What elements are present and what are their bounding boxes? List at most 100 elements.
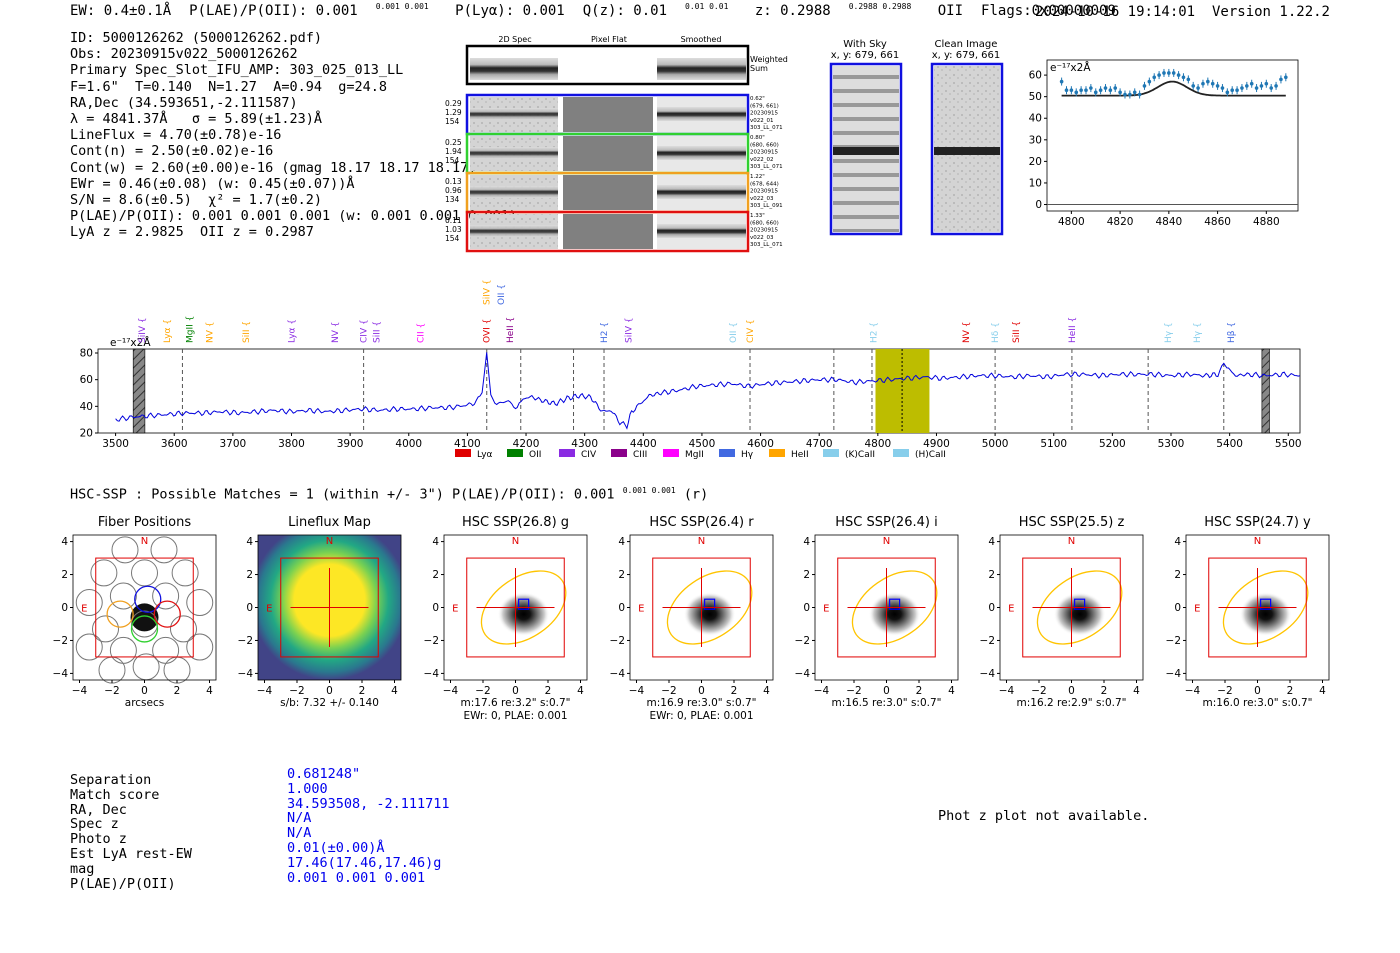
row-left-stat: 0.13 bbox=[445, 177, 462, 186]
match-label: RA, Dec bbox=[70, 801, 127, 818]
zoom-point bbox=[1269, 86, 1273, 90]
row-left-stat: 0.29 bbox=[445, 99, 462, 108]
panel-ytick-label: 2 bbox=[1174, 569, 1181, 581]
zoom-point bbox=[1089, 86, 1093, 90]
row-right-meta: 1.22" bbox=[750, 174, 765, 180]
line-label: MgII { bbox=[185, 316, 195, 343]
zoom-point bbox=[1167, 71, 1171, 75]
zoom-point bbox=[1132, 90, 1137, 95]
zoom-point bbox=[1259, 84, 1264, 88]
info-line: Cont(w) = 2.60(±0.00)e-16 (gmag 18.17 18… bbox=[70, 159, 477, 176]
fiber-highlight bbox=[153, 600, 181, 628]
match-label: mag bbox=[70, 860, 95, 877]
fiber-circle bbox=[75, 633, 103, 661]
z-value: z: 0.2988 bbox=[754, 2, 831, 19]
with-sky-line bbox=[833, 147, 899, 155]
line-label: NV { bbox=[331, 322, 341, 343]
info-line: F=1.6" T=0.140 N=1.27 A=0.94 g=24.8 bbox=[70, 78, 387, 95]
panel-xtick-label: −2 bbox=[1031, 685, 1046, 697]
legend-swatch bbox=[559, 449, 575, 457]
detection-box bbox=[704, 598, 716, 610]
match-value: 17.46(17.46,17.46)g bbox=[287, 854, 442, 871]
row-left-stat: 154 bbox=[445, 117, 460, 126]
north-label: N bbox=[1254, 536, 1261, 547]
zoom-point bbox=[1152, 75, 1157, 80]
row-smoothed-line bbox=[657, 146, 746, 160]
legend-label: MgII bbox=[685, 450, 704, 460]
match-value: N/A bbox=[287, 825, 312, 842]
row-smoothed-line bbox=[657, 107, 746, 121]
zoom-axes bbox=[1046, 59, 1299, 212]
aperture-ellipse bbox=[851, 570, 938, 645]
spectrum-xtick-label: 5400 bbox=[1216, 438, 1243, 450]
qz-errors: 0.01 0.01 bbox=[685, 2, 729, 11]
version: Version 1.22.2 bbox=[1211, 4, 1330, 20]
zoom-ytick-label: 0 bbox=[1035, 199, 1042, 211]
zoom-ytick-label: 40 bbox=[1029, 113, 1042, 125]
panel-ytick-label: 0 bbox=[432, 602, 439, 614]
spectrum-xtick-label: 4200 bbox=[513, 438, 540, 450]
fiber-circle bbox=[131, 559, 158, 587]
spectrum-ytick-label: 80 bbox=[80, 348, 93, 360]
cutout-col-title: Pixel Flat bbox=[591, 35, 627, 44]
search-box bbox=[1208, 557, 1307, 658]
image-panels: Fiber PositionsNE−4−4−2−2002244arcsecsLi… bbox=[53, 515, 1330, 722]
zoom-point bbox=[1103, 86, 1108, 90]
with-sky-frame bbox=[829, 62, 903, 236]
legend-label: Lyα bbox=[477, 450, 493, 460]
line-label: Lyα { bbox=[163, 319, 173, 343]
line-label: Hδ { bbox=[991, 322, 1001, 343]
info-line: Obs: 20230915v022_5000126262 bbox=[70, 46, 298, 63]
panel-title: Lineflux Map bbox=[288, 515, 371, 530]
zoom-point bbox=[1098, 88, 1103, 92]
row-left-stat: 154 bbox=[445, 234, 460, 243]
panel-xtick-label: −2 bbox=[289, 685, 304, 697]
spectrum-xtick-label: 4700 bbox=[806, 438, 833, 450]
row-right-meta: 303_LL_071 bbox=[750, 164, 783, 170]
cutout-column-titles: 2D Spec Pixel Flat Smoothed bbox=[498, 35, 721, 44]
row-right-meta: v022_01 bbox=[750, 118, 774, 124]
row-left-stat: 1.29 bbox=[445, 108, 462, 117]
east-label: E bbox=[1194, 604, 1200, 615]
info-line: P(LAE)/P(OII): 0.001 0.001 0.001 (w: 0.0… bbox=[70, 208, 518, 225]
search-box bbox=[1022, 557, 1121, 658]
aperture-ellipse bbox=[1222, 570, 1309, 645]
spectrum-xtick-label: 3500 bbox=[102, 438, 129, 450]
line-label: Lyα { bbox=[287, 319, 297, 343]
panel-2: HSC SSP(26.8) g N E −4−4 −2 −2 0 0 2 2 4 4 m:17.6 re… bbox=[424, 515, 588, 722]
clean-image-line bbox=[934, 147, 1000, 155]
zoom-xtick-label: 4860 bbox=[1204, 216, 1231, 228]
spectrum-ytick-label: 20 bbox=[80, 428, 93, 440]
search-box bbox=[280, 557, 379, 658]
detection-box bbox=[518, 598, 530, 610]
legend-swatch bbox=[507, 449, 523, 457]
panel-title: HSC SSP(26.4) i bbox=[835, 515, 937, 530]
match-label: Est LyA rest-EW bbox=[70, 845, 192, 862]
panel-ytick-label: 0 bbox=[61, 602, 68, 614]
panel-caption: m:16.0 re:3.0" s:0.7" bbox=[1203, 697, 1313, 709]
zoom-fit-chart: 0 10 20 30 40 50 60 4800 4820 4840 4860 4880 e⁻¹⁷x2Å bbox=[1029, 59, 1299, 228]
panel-xtick-label: 4 bbox=[577, 685, 584, 697]
panel-xtick-label: −2 bbox=[104, 685, 119, 697]
panel-ytick-label: −2 bbox=[238, 635, 253, 647]
panel-xtick-label: −4 bbox=[629, 685, 645, 697]
detection-box bbox=[1074, 598, 1086, 610]
panel-ytick-label: −2 bbox=[1166, 635, 1181, 647]
match-value: 0.01(±0.00)Å bbox=[287, 839, 385, 856]
panel-ytick-label: 2 bbox=[246, 569, 253, 581]
row-right-meta: 1.33" bbox=[750, 213, 765, 219]
panel-xtick-label: −4 bbox=[999, 685, 1015, 697]
panel-xtick-label: 2 bbox=[731, 685, 738, 697]
fiber-highlight bbox=[134, 585, 162, 613]
panel-caption: s/b: 7.32 +/- 0.140 bbox=[280, 697, 379, 709]
row-smoothed-line bbox=[657, 185, 746, 199]
match-value: 0.681248" bbox=[287, 766, 361, 782]
hsc-suffix: (r) bbox=[683, 486, 709, 503]
fiber-circle bbox=[131, 610, 158, 638]
spectrum-xtick-label: 4500 bbox=[689, 438, 716, 450]
zoom-xtick-label: 4880 bbox=[1253, 216, 1280, 228]
weighted-label: Sum bbox=[750, 64, 768, 73]
aperture-ellipse bbox=[666, 570, 753, 645]
row-right-meta: (680, 660) bbox=[750, 220, 779, 226]
east-label: E bbox=[452, 604, 458, 615]
